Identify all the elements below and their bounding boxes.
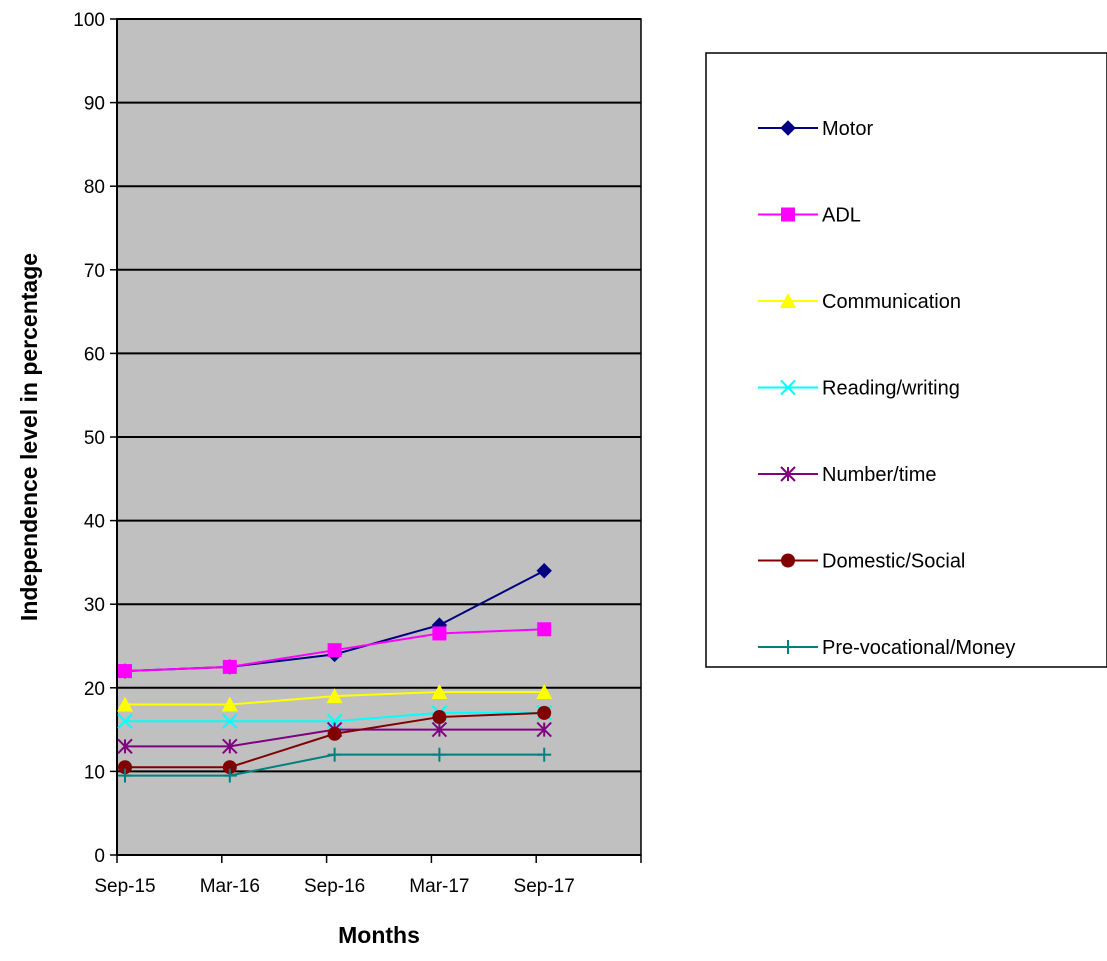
marker-x	[222, 713, 238, 729]
y-tick-label: 80	[84, 177, 105, 198]
legend-label: Pre-vocational/Money	[822, 637, 1015, 659]
legend-item: Number/time	[758, 464, 936, 486]
y-tick-labels: 0 10 20 30 40 50 60 70 80 90 100	[73, 10, 105, 867]
legend-label: Domestic/Social	[822, 551, 965, 573]
marker-square	[222, 659, 237, 674]
y-tick-label: 90	[84, 94, 105, 115]
y-tick-label: 10	[84, 762, 105, 783]
x-tick-label: Mar-16	[200, 876, 260, 897]
x-tick-labels: Sep-15 Mar-16 Sep-16 Mar-17 Sep-17	[94, 876, 574, 897]
legend-item: Domestic/Social	[758, 551, 965, 573]
legend-label: Motor	[822, 118, 873, 140]
marker-triangle	[221, 696, 238, 712]
marker-asterisk	[431, 721, 448, 738]
series-lines	[117, 563, 553, 783]
marker-asterisk	[536, 721, 552, 738]
y-axis-title: Independence level in percentage	[16, 253, 42, 621]
y-tick-label: 100	[73, 10, 105, 31]
marker-square	[327, 643, 342, 658]
marker-triangle	[780, 293, 796, 308]
marker-x	[117, 713, 133, 729]
marker-plus	[432, 747, 447, 762]
legend-item: Reading/writing	[758, 378, 960, 400]
y-tick-label: 0	[94, 846, 105, 867]
marker-triangle	[117, 696, 133, 712]
marker-square	[781, 207, 795, 222]
marker-triangle	[326, 688, 343, 704]
marker-triangle	[431, 683, 448, 699]
x-tick-label: Sep-16	[304, 876, 365, 897]
marker-square	[432, 626, 447, 641]
x-tick-label: Mar-17	[409, 876, 469, 897]
y-tick-label: 40	[84, 512, 105, 533]
marker-plus	[781, 640, 795, 654]
marker-asterisk	[117, 738, 133, 755]
legend-label: Reading/writing	[822, 378, 960, 400]
legend-label: Number/time	[822, 464, 936, 486]
marker-circle	[222, 760, 237, 775]
legend-item: Pre-vocational/Money	[758, 637, 1015, 659]
marker-plus	[537, 747, 552, 762]
y-tick-label: 50	[84, 428, 105, 449]
series-domestic-social	[118, 705, 552, 775]
marker-stroke	[222, 713, 238, 729]
marker-stroke	[117, 713, 133, 729]
gridlines	[117, 18, 641, 773]
marker-diamond	[780, 120, 796, 136]
legend-box	[705, 52, 1107, 668]
y-tick-label: 70	[84, 261, 105, 282]
marker-plus	[118, 768, 132, 783]
marker-circle	[537, 705, 552, 720]
marker-plus	[327, 747, 342, 762]
legend-item: ADL	[758, 205, 861, 227]
marker-circle	[781, 553, 795, 568]
marker-triangle	[536, 683, 553, 699]
x-tick-label: Sep-17	[514, 876, 575, 897]
marker-square	[537, 622, 552, 637]
series-adl	[118, 622, 552, 679]
y-tick-label: 60	[84, 344, 105, 365]
axes	[110, 18, 642, 863]
legend-item: Motor	[758, 118, 873, 140]
y-tick-label: 20	[84, 679, 105, 700]
legend-item: Communication	[758, 291, 961, 313]
marker-stroke	[780, 379, 796, 396]
marker-diamond	[536, 563, 552, 579]
marker-asterisk	[222, 738, 238, 755]
marker-square	[118, 664, 132, 679]
legend: Motor ADL Communication Reading/writing Numb…	[758, 118, 1015, 659]
series-communication	[117, 683, 553, 712]
marker-x	[780, 379, 796, 396]
marker-plus	[222, 768, 237, 783]
marker-asterisk	[780, 466, 796, 482]
marker-circle	[118, 760, 132, 775]
marker-circle	[432, 710, 447, 725]
y-tick-label: 30	[84, 595, 105, 616]
legend-label: ADL	[822, 205, 861, 227]
legend-label: Communication	[822, 291, 961, 313]
marker-circle	[327, 726, 342, 741]
x-tick-label: Sep-15	[94, 876, 155, 897]
series-pre-vocational-money	[118, 747, 552, 783]
x-axis-title: Months	[338, 922, 420, 948]
